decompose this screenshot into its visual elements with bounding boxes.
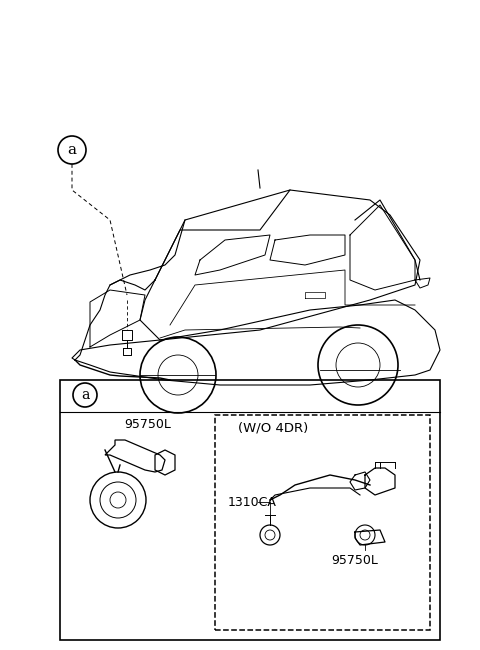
FancyBboxPatch shape bbox=[215, 415, 430, 630]
Text: a: a bbox=[81, 388, 89, 402]
Text: 95750L: 95750L bbox=[125, 419, 171, 432]
Text: a: a bbox=[68, 143, 76, 157]
FancyBboxPatch shape bbox=[60, 380, 440, 640]
Text: 1310CA: 1310CA bbox=[228, 495, 277, 508]
Text: (W/O 4DR): (W/O 4DR) bbox=[238, 421, 308, 434]
Text: 95750L: 95750L bbox=[332, 554, 378, 567]
